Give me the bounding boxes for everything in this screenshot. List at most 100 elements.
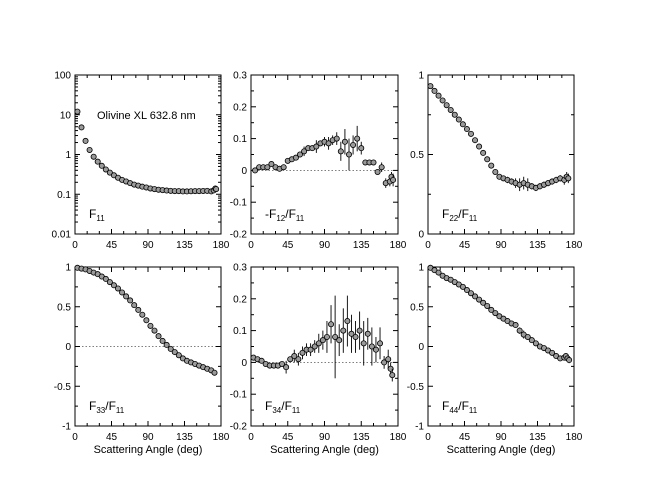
data-point <box>492 168 499 175</box>
x-tick-label: 45 <box>459 432 471 443</box>
data-point <box>532 340 539 347</box>
panel-label: F11 <box>89 207 105 223</box>
y-tick-label: 10 <box>60 110 72 121</box>
data-point <box>356 327 363 334</box>
y-tick-label: 0.1 <box>233 134 247 145</box>
y-tick-label: -1 <box>415 422 424 433</box>
data-point <box>213 186 220 193</box>
data-point <box>279 360 286 367</box>
data-point <box>291 353 298 360</box>
panel-F33: 0 45 90 135 180 -1 -0.5 0 0.5 1 F33/F11 Scattering … <box>54 263 230 457</box>
data-point <box>390 176 397 183</box>
y-tick-label: 0 <box>241 166 247 177</box>
x-tick-label: 45 <box>282 240 294 251</box>
panel-F44: 0 45 90 135 180 -1 -0.5 0 0.5 1 F44/F11 Scattering … <box>407 263 583 457</box>
panel-label: F34/F11 <box>265 399 301 415</box>
y-tick-label: 0 <box>418 342 424 353</box>
y-tick-label: -0.2 <box>230 230 248 241</box>
data-point <box>94 158 101 165</box>
data-point <box>348 330 355 337</box>
data-point <box>516 327 523 334</box>
data-point <box>350 141 357 148</box>
panel-label: F44/F11 <box>442 399 478 415</box>
data-point <box>344 318 351 325</box>
data-point <box>467 290 474 297</box>
data-point <box>368 343 375 350</box>
data-point <box>565 175 572 182</box>
data-point <box>147 322 154 329</box>
data-point <box>459 283 466 290</box>
x-tick-label: 180 <box>390 240 407 251</box>
data-point <box>389 372 396 379</box>
x-tick-label: 135 <box>529 432 546 443</box>
y-tick-label: 100 <box>54 71 71 82</box>
panel-F11: 0 45 90 135 180 0.01 0.1 1 10 100 F11 <box>52 71 230 252</box>
data-point <box>110 282 117 289</box>
data-point <box>332 333 339 340</box>
y-tick-label: 0 <box>418 230 424 241</box>
data-point <box>374 168 381 175</box>
x-tick-label: 90 <box>142 432 154 443</box>
x-axis-label: Scattering Angle (deg) <box>270 444 379 456</box>
plot-frame <box>427 74 575 235</box>
plot-frame <box>427 266 575 427</box>
data-point <box>106 169 113 176</box>
data-point <box>427 83 434 90</box>
data-point <box>175 352 182 359</box>
data-point <box>319 337 326 344</box>
data-point <box>151 327 158 334</box>
data-point <box>385 356 392 363</box>
data-point <box>268 161 275 168</box>
data-point <box>131 302 138 309</box>
panel-F22: 0 45 90 135 180 0 0.5 1 F22/F11 <box>410 71 583 252</box>
figure-annotation: Olivine XL 632.8 nm <box>97 110 196 122</box>
data-point <box>90 153 97 160</box>
data-point <box>472 293 479 300</box>
x-tick-label: 90 <box>495 432 507 443</box>
data-point <box>467 130 474 137</box>
x-tick-label: 90 <box>495 240 507 251</box>
data-point <box>378 164 385 171</box>
data-point <box>484 302 491 309</box>
data-point <box>476 296 483 303</box>
data-point <box>381 359 388 366</box>
x-axis-label: Scattering Angle (deg) <box>447 444 556 456</box>
y-tick-label: -0.1 <box>230 390 248 401</box>
y-tick-label: -0.5 <box>54 382 72 393</box>
data-point <box>480 149 487 156</box>
data-point <box>313 143 320 150</box>
data-point <box>340 327 347 334</box>
y-tick-label: 0.3 <box>233 263 247 274</box>
data-point <box>328 321 335 328</box>
data-point <box>106 279 113 286</box>
y-tick-label: 0 <box>65 342 71 353</box>
x-tick-label: 180 <box>213 240 230 251</box>
x-tick-label: 0 <box>248 240 254 251</box>
x-tick-label: 0 <box>72 240 78 251</box>
data-point <box>264 164 271 171</box>
data-point <box>287 356 294 363</box>
data-point <box>292 154 299 161</box>
data-point <box>352 333 359 340</box>
data-point <box>102 166 109 173</box>
y-tick-label: 0.5 <box>57 302 71 313</box>
x-tick-label: 45 <box>106 432 118 443</box>
x-tick-label: 0 <box>72 432 78 443</box>
x-tick-label: 180 <box>566 432 583 443</box>
data-point <box>447 106 454 113</box>
data-point <box>159 337 166 344</box>
data-point <box>372 346 379 353</box>
data-point <box>311 343 318 350</box>
x-tick-label: 45 <box>459 240 471 251</box>
data-point <box>280 164 287 171</box>
data-point <box>102 275 109 282</box>
data-point <box>336 337 343 344</box>
x-tick-label: 135 <box>176 432 193 443</box>
panel-label: F33/F11 <box>89 399 125 415</box>
plot-frame <box>74 74 222 235</box>
data-point <box>167 345 174 352</box>
panel-label: F22/F11 <box>442 207 478 223</box>
data-point <box>163 341 170 348</box>
